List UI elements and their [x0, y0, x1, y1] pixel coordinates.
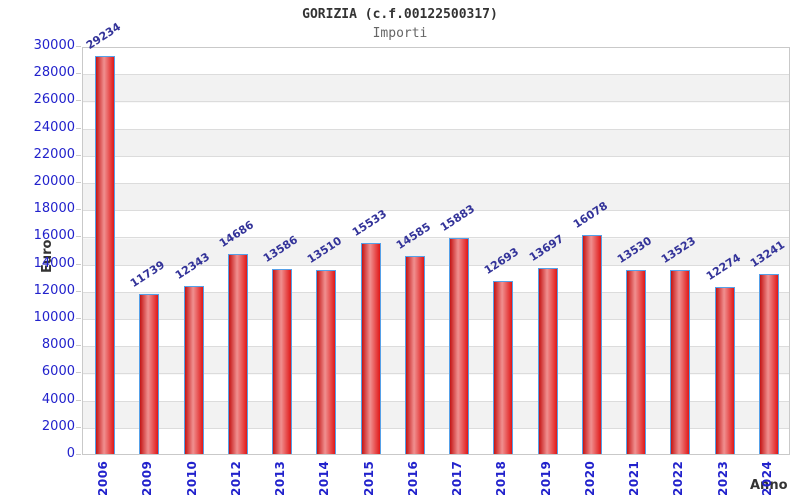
- x-tick-label-2014: 2014: [317, 460, 332, 496]
- y-tick-mark: [76, 263, 81, 265]
- bar-2012: [228, 254, 248, 454]
- x-tick-label-2023: 2023: [715, 460, 730, 496]
- y-tick-mark: [76, 345, 81, 347]
- bar-2016: [405, 256, 425, 454]
- y-tick-mark: [76, 426, 81, 428]
- y-tick-label-18000: 18000: [33, 201, 75, 217]
- y-tick-mark: [76, 127, 81, 129]
- gridline-y-24000: [83, 128, 789, 130]
- gridline-y-16000: [83, 237, 789, 239]
- y-tick-label-8000: 8000: [41, 337, 75, 353]
- y-tick-label-30000: 30000: [33, 38, 75, 53]
- y-tick-label-14000: 14000: [33, 255, 75, 271]
- x-tick-label-2024: 2024: [759, 460, 774, 496]
- x-tick-label-2018: 2018: [494, 460, 509, 496]
- plot-area: [82, 47, 790, 455]
- y-tick-mark: [76, 209, 81, 211]
- y-tick-label-22000: 22000: [33, 146, 75, 162]
- bar-2021: [626, 270, 646, 454]
- x-tick-label-2013: 2013: [273, 460, 288, 496]
- gridline-y-22000: [83, 155, 789, 157]
- bar-2018: [493, 281, 513, 454]
- y-tick-mark: [76, 100, 81, 102]
- y-tick-mark: [76, 73, 81, 75]
- bar-2015: [361, 243, 381, 454]
- x-tick-label-2010: 2010: [184, 460, 199, 496]
- y-tick-label-16000: 16000: [33, 228, 75, 244]
- bar-2013: [272, 269, 292, 454]
- chart-subtitle: Importi: [372, 26, 428, 41]
- x-tick-label-2017: 2017: [450, 460, 465, 496]
- x-tick-label-2012: 2012: [228, 460, 243, 496]
- gridline-y-28000: [83, 74, 789, 76]
- bar-2022: [670, 270, 690, 454]
- x-axis-title: Anno: [750, 478, 788, 493]
- bar-2017: [449, 238, 469, 454]
- x-tick-label-2006: 2006: [96, 460, 111, 496]
- gridline-y-12000: [83, 291, 789, 293]
- y-tick-label-26000: 26000: [33, 92, 75, 108]
- y-tick-mark: [76, 318, 81, 319]
- x-tick-label-2009: 2009: [140, 460, 155, 496]
- bar-2006: [95, 56, 115, 454]
- y-tick-mark: [76, 182, 81, 183]
- gridline-y-8000: [83, 346, 789, 348]
- y-tick-mark: [76, 372, 81, 374]
- x-tick-label-2020: 2020: [582, 460, 597, 496]
- gridline-y-26000: [83, 101, 789, 103]
- bar-2010: [184, 286, 204, 454]
- bar-2024: [759, 274, 779, 454]
- gridline-y-6000: [83, 373, 789, 375]
- y-tick-label-12000: 12000: [33, 282, 75, 298]
- y-tick-mark: [76, 154, 81, 156]
- bar-2014: [316, 270, 336, 454]
- y-tick-label-28000: 28000: [33, 65, 75, 81]
- chart-title: GORIZIA (c.f.00122500317): [302, 7, 498, 22]
- y-tick-mark: [76, 399, 81, 401]
- gridline-y-2000: [83, 427, 789, 429]
- y-tick-label-0: 0: [66, 446, 75, 461]
- y-tick-label-24000: 24000: [33, 119, 75, 135]
- bar-2009: [139, 294, 159, 454]
- y-tick-label-2000: 2000: [41, 418, 75, 434]
- x-tick-label-2015: 2015: [361, 460, 376, 496]
- gridline-y-18000: [83, 210, 789, 212]
- y-tick-mark: [76, 290, 81, 292]
- x-tick-label-2016: 2016: [405, 460, 420, 496]
- x-tick-label-2019: 2019: [538, 460, 553, 496]
- bar-2019: [538, 268, 558, 454]
- x-tick-label-2021: 2021: [627, 460, 642, 496]
- bar-2020: [582, 235, 602, 454]
- gridline-y-4000: [83, 400, 789, 402]
- y-tick-mark: [76, 454, 81, 455]
- y-tick-label-4000: 4000: [41, 391, 75, 407]
- y-tick-label-20000: 20000: [33, 174, 75, 189]
- bar-2023: [715, 287, 735, 454]
- gridline-y-10000: [83, 319, 789, 320]
- gridline-y-14000: [83, 264, 789, 266]
- y-tick-mark: [76, 46, 81, 47]
- y-tick-mark: [76, 236, 81, 238]
- gridline-y-20000: [83, 183, 789, 184]
- y-tick-label-10000: 10000: [33, 310, 75, 325]
- y-tick-label-6000: 6000: [41, 364, 75, 380]
- x-tick-label-2022: 2022: [671, 460, 686, 496]
